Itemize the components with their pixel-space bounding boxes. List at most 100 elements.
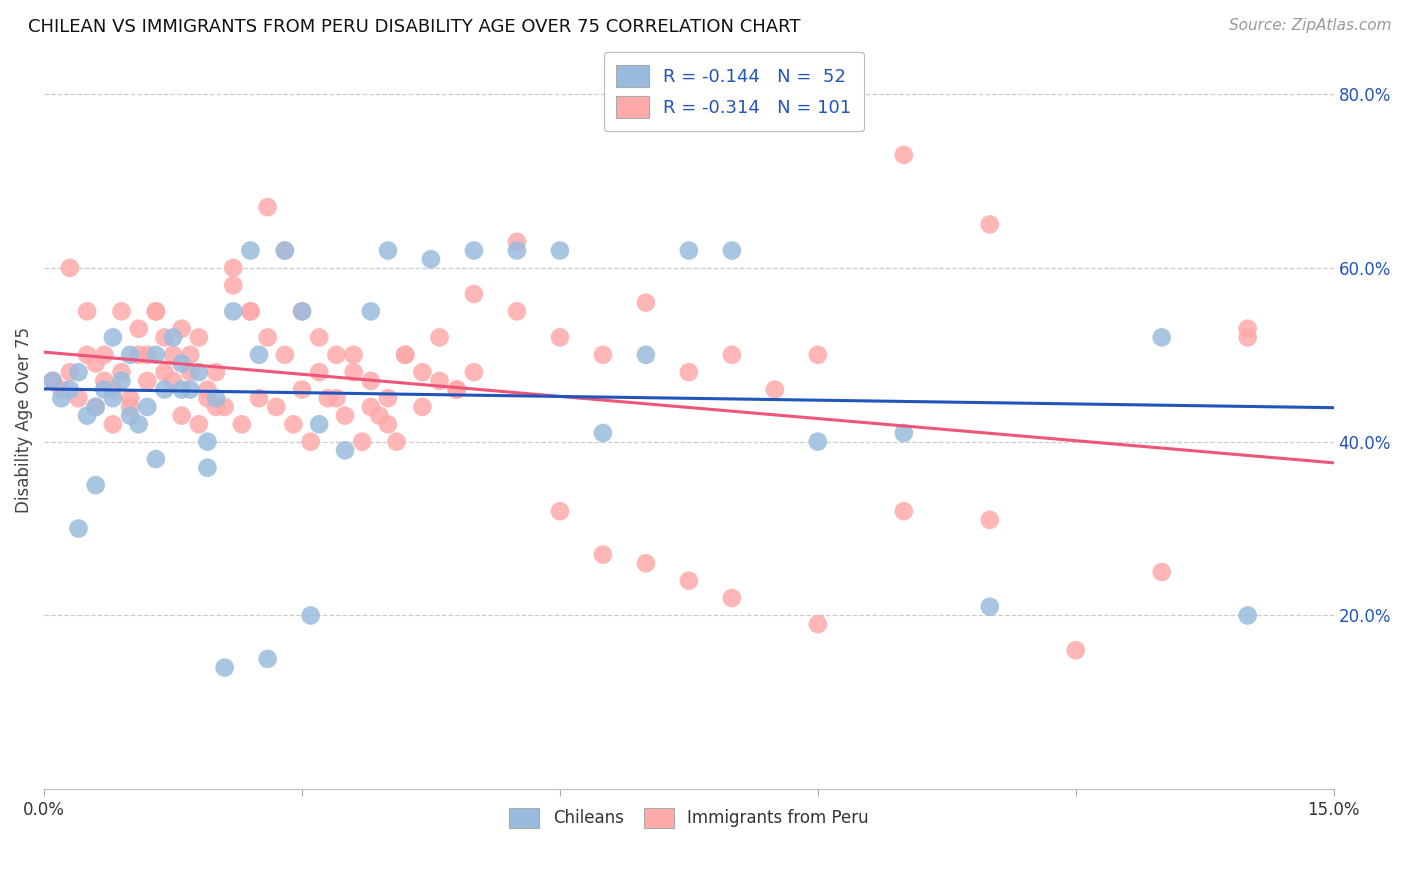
Point (368, 409, 391, 423)
Point (721, 244, 744, 258)
Point (333, 443, 356, 458)
Point (153, 383, 176, 397)
Point (101, 391, 124, 405)
Point (283, 417, 305, 432)
Point (67, 391, 90, 405)
Point (807, 617, 830, 632)
Point (41, 374, 63, 388)
Point (411, 400, 433, 414)
Point (256, 330, 278, 344)
Point (145, 304, 167, 318)
Point (93, 374, 115, 388)
Point (145, 304, 167, 318)
Point (76, 409, 98, 423)
Point (247, 391, 270, 405)
Point (136, 348, 159, 362)
Point (325, 348, 347, 362)
Point (136, 374, 159, 388)
Point (291, 304, 314, 318)
Point (84, 356, 107, 370)
Point (1064, 643, 1087, 657)
Point (274, 244, 297, 258)
Point (239, 304, 262, 318)
Point (205, 391, 228, 405)
Point (678, 574, 700, 588)
Point (162, 330, 184, 344)
Point (1236, 322, 1258, 336)
Point (274, 244, 297, 258)
Point (1236, 608, 1258, 623)
Point (446, 383, 468, 397)
Point (274, 348, 297, 362)
Y-axis label: Disability Age Over 75: Disability Age Over 75 (15, 327, 32, 513)
Point (197, 434, 219, 449)
Point (979, 218, 1001, 232)
Point (548, 504, 571, 518)
Point (548, 244, 571, 258)
Point (170, 409, 193, 423)
Point (179, 348, 201, 362)
Point (678, 244, 700, 258)
Point (153, 330, 176, 344)
Point (979, 599, 1001, 614)
Point (256, 652, 278, 666)
Point (385, 434, 408, 449)
Point (162, 348, 184, 362)
Point (101, 383, 124, 397)
Point (84, 400, 107, 414)
Point (153, 365, 176, 379)
Point (187, 330, 209, 344)
Text: CHILEAN VS IMMIGRANTS FROM PERU DISABILITY AGE OVER 75 CORRELATION CHART: CHILEAN VS IMMIGRANTS FROM PERU DISABILI… (28, 18, 800, 36)
Point (291, 383, 314, 397)
Point (325, 391, 347, 405)
Point (222, 278, 245, 293)
Point (377, 391, 399, 405)
Point (222, 260, 245, 275)
Point (592, 548, 614, 562)
Point (205, 365, 228, 379)
Point (187, 417, 209, 432)
Point (187, 365, 209, 379)
Point (506, 235, 529, 249)
Point (179, 383, 201, 397)
Point (360, 400, 382, 414)
Point (231, 417, 253, 432)
Point (247, 348, 270, 362)
Point (446, 383, 468, 397)
Point (893, 148, 915, 162)
Point (342, 365, 364, 379)
Point (76, 348, 98, 362)
Point (429, 330, 451, 344)
Point (506, 244, 529, 258)
Point (101, 330, 124, 344)
Point (84, 400, 107, 414)
Point (1150, 565, 1173, 579)
Point (264, 400, 287, 414)
Point (308, 417, 330, 432)
Point (51, 383, 73, 397)
Point (179, 365, 201, 379)
Point (360, 374, 382, 388)
Point (352, 434, 374, 449)
Point (128, 322, 150, 336)
Point (360, 304, 382, 318)
Point (162, 374, 184, 388)
Point (634, 348, 657, 362)
Point (394, 348, 416, 362)
Point (41, 374, 63, 388)
Point (136, 400, 159, 414)
Point (299, 434, 322, 449)
Point (101, 417, 124, 432)
Point (59, 260, 82, 275)
Point (420, 252, 443, 267)
Point (308, 365, 330, 379)
Point (120, 409, 142, 423)
Point (145, 348, 167, 362)
Point (463, 287, 485, 301)
Point (128, 417, 150, 432)
Point (377, 244, 399, 258)
Point (548, 330, 571, 344)
Point (239, 244, 262, 258)
Point (120, 400, 142, 414)
Point (463, 244, 485, 258)
